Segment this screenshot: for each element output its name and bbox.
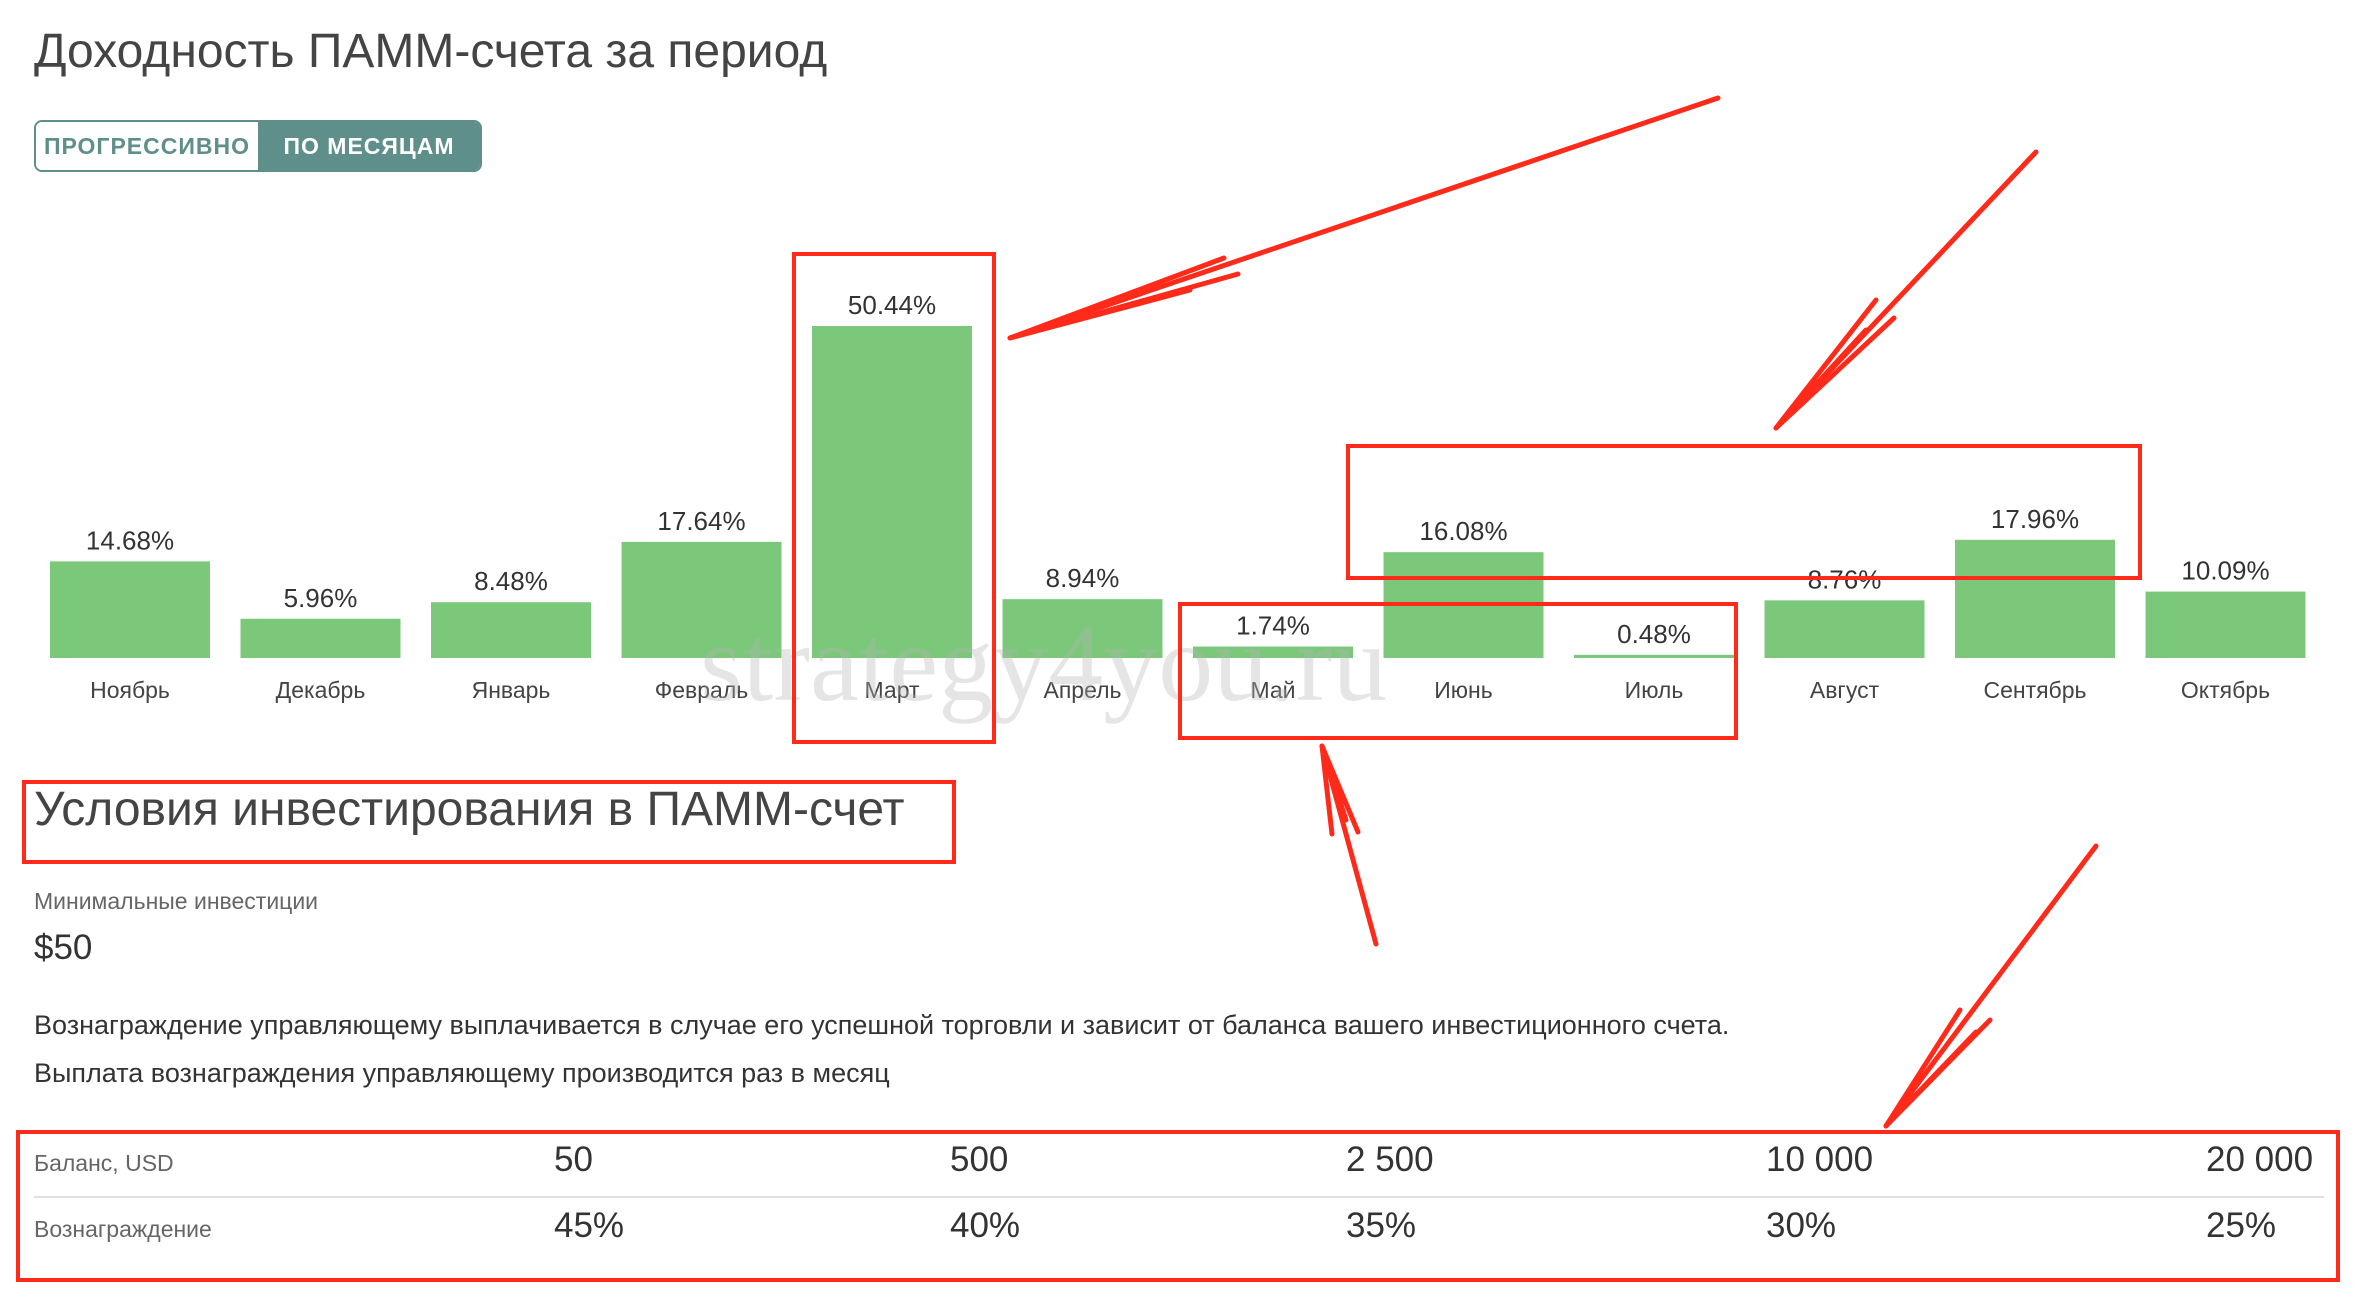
month-label: Февраль [655, 677, 748, 703]
month-label: Ноябрь [90, 677, 170, 703]
balance-row-label: Баланс, USD [34, 1150, 174, 1176]
balance-cell: 500 [950, 1140, 1009, 1179]
fee-description: Вознаграждение управляющему выплачиваетс… [34, 1010, 1730, 1040]
bar-value-label: 16.08% [1419, 516, 1507, 546]
toggle-monthly[interactable]: ПО МЕСЯЦАМ [258, 122, 480, 170]
balance-cell: 10 000 [1766, 1140, 1874, 1179]
bar-4[interactable] [621, 541, 782, 658]
period-toggle[interactable]: ПРОГРЕССИВНО ПО МЕСЯЦАМ [34, 120, 482, 172]
bar-value-label: 17.96% [1991, 504, 2079, 534]
month-label: Январь [472, 677, 551, 703]
watermark: strategy4you.ru [700, 602, 1388, 724]
bar-value-label: 14.68% [86, 525, 174, 555]
toggle-progressive[interactable]: ПРОГРЕССИВНО [36, 122, 258, 170]
min-investment-label: Минимальные инвестиции [34, 888, 319, 914]
arrow-to-may-july [1319, 743, 1379, 947]
bar-11[interactable] [1955, 539, 2115, 658]
month-label: Сентябрь [1983, 677, 2086, 703]
bar-9[interactable] [1574, 654, 1734, 658]
page-title: Доходность ПАММ-счета за период [34, 25, 828, 78]
investment-title: Условия инвестирования в ПАММ-счет [34, 783, 905, 836]
fee-cell: 35% [1346, 1206, 1417, 1245]
bar-6[interactable] [1002, 599, 1163, 658]
fee-cell: 40% [950, 1206, 1021, 1245]
month-label: Октябрь [2181, 677, 2270, 703]
payout-description: Выплата вознаграждения управляющему прои… [34, 1058, 890, 1088]
bar-value-label: 8.48% [474, 566, 548, 596]
fee-row-label: Вознаграждение [34, 1216, 212, 1242]
month-label: Апрель [1043, 677, 1121, 703]
bar-value-label: 0.48% [1617, 619, 1691, 649]
fee-cell: 45% [554, 1206, 625, 1245]
bar-value-label: 17.64% [657, 506, 745, 536]
balance-cell: 20 000 [2206, 1140, 2314, 1179]
bar-value-label: 50.44% [848, 290, 936, 320]
annotation-box-table [16, 1130, 2340, 1282]
bar-3[interactable] [431, 602, 591, 658]
month-label: Декабрь [276, 677, 366, 703]
bar-10[interactable] [1764, 600, 1925, 658]
month-label: Июнь [1434, 677, 1492, 703]
arrowhead-table [1883, 1007, 1993, 1129]
bar-value-label: 5.96% [284, 583, 358, 613]
bar-8[interactable] [1383, 552, 1544, 658]
bar-value-label: 8.94% [1046, 563, 1120, 593]
bar-1[interactable] [50, 561, 210, 658]
arrowhead-may-july [1319, 743, 1361, 837]
bar-value-label: 8.76% [1808, 564, 1882, 594]
fee-cell: 25% [2206, 1206, 2277, 1245]
month-label: Июль [1625, 677, 1684, 703]
bar-value-label: 10.09% [2181, 556, 2269, 586]
bar-2[interactable] [240, 618, 401, 658]
balance-cell: 50 [554, 1140, 593, 1179]
balance-cell: 2 500 [1346, 1140, 1434, 1179]
table-divider [34, 1196, 2324, 1198]
bar-12[interactable] [2145, 591, 2306, 658]
min-investment-value: $50 [34, 928, 93, 967]
month-label: Август [1810, 677, 1880, 703]
fee-cell: 30% [1766, 1206, 1837, 1245]
arrow-to-table [1883, 843, 2099, 1129]
